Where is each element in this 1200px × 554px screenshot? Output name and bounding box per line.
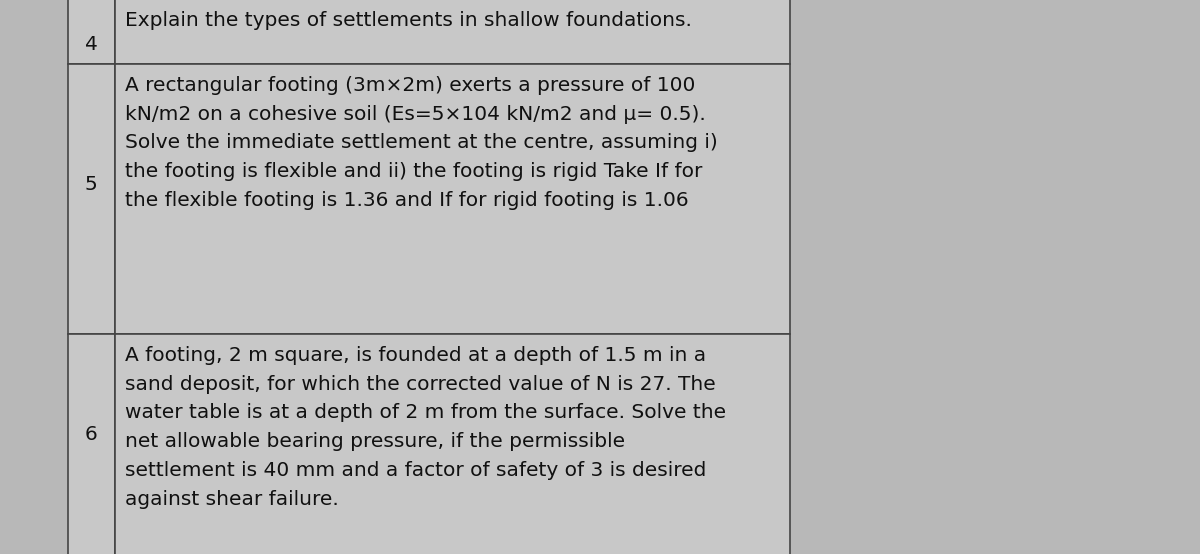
Text: A footing, 2 m square, is founded at a depth of 1.5 m in a
sand deposit, for whi: A footing, 2 m square, is founded at a d… — [125, 346, 726, 509]
Bar — [68, 0, 115, 64]
Text: 4: 4 — [84, 35, 97, 54]
Text: Explain the types of settlements in shallow foundations.: Explain the types of settlements in shal… — [125, 11, 692, 30]
Bar — [68, 334, 115, 554]
Text: A rectangular footing (3m×2m) exerts a pressure of 100
kN/m2 on a cohesive soil : A rectangular footing (3m×2m) exerts a p… — [125, 76, 718, 210]
Bar — [68, 64, 115, 334]
Bar — [115, 0, 790, 64]
Text: 6: 6 — [85, 424, 97, 444]
Bar — [115, 64, 790, 334]
Text: 5: 5 — [85, 175, 97, 193]
Bar — [115, 334, 790, 554]
